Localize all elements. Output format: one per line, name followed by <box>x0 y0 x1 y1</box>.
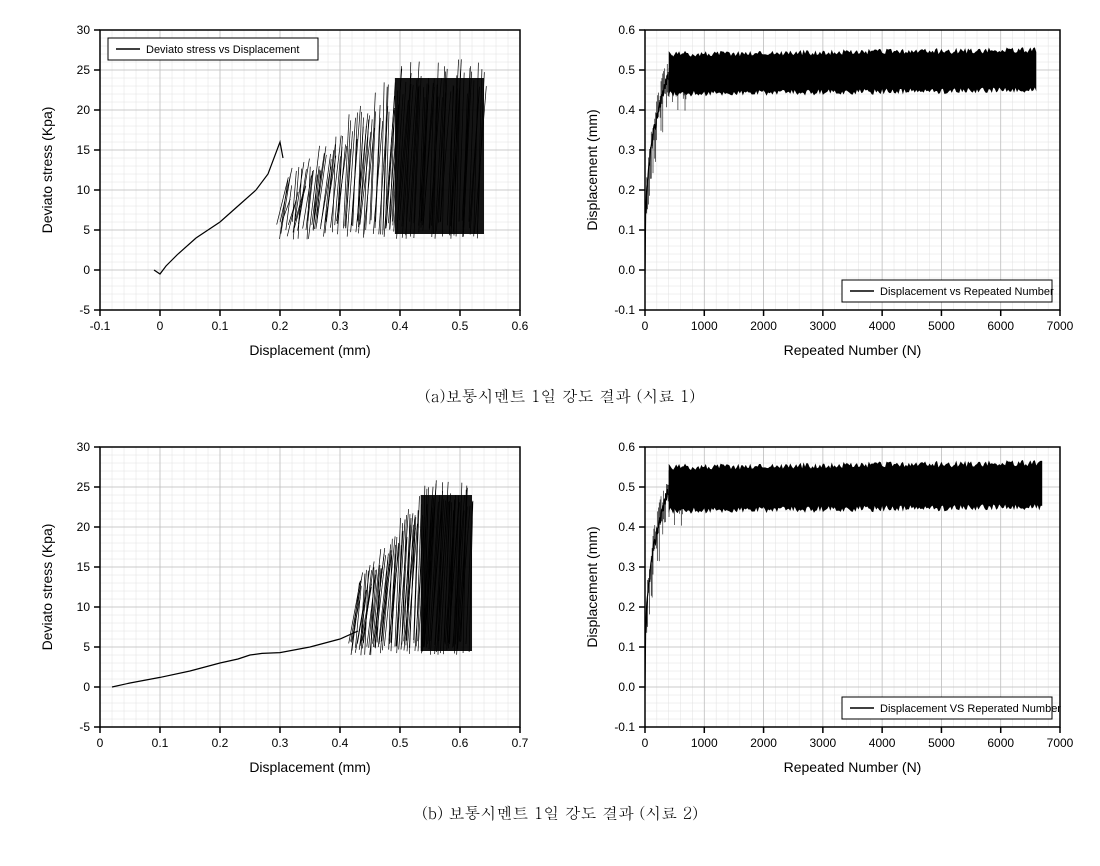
panel-a-left: -0.1 0 0.1 0.2 0.3 0.4 0.5 0.6 -5 0 5 10 15 20 25 30 Dis… <box>30 10 550 370</box>
svg-text:0.5: 0.5 <box>618 63 635 77</box>
svg-text:0.1: 0.1 <box>152 736 169 750</box>
svg-text:0.2: 0.2 <box>212 736 229 750</box>
svg-text:0.6: 0.6 <box>512 319 529 333</box>
svg-text:Repeated Number (N): Repeated Number (N) <box>784 342 922 358</box>
svg-text:0.3: 0.3 <box>618 560 635 574</box>
svg-text:10: 10 <box>77 600 91 614</box>
row-a: -0.1 0 0.1 0.2 0.3 0.4 0.5 0.6 -5 0 5 10 15 20 25 30 Dis… <box>10 10 1100 370</box>
svg-text:0.3: 0.3 <box>618 143 635 157</box>
svg-text:0.0: 0.0 <box>618 680 635 694</box>
svg-text:7000: 7000 <box>1047 319 1074 333</box>
svg-text:1000: 1000 <box>691 319 718 333</box>
svg-text:5000: 5000 <box>928 319 955 333</box>
svg-text:Displacement vs Repeated Numbe: Displacement vs Repeated Number <box>880 286 1054 298</box>
svg-text:4000: 4000 <box>869 736 896 750</box>
caption-a: (a)보통시멘트 1일 강도 결과 (시료 1) <box>10 384 1100 407</box>
svg-text:Displacement (mm): Displacement (mm) <box>249 342 370 358</box>
caption-b: (b) 보통시멘트 1일 강도 결과 (시료 2) <box>10 801 1100 824</box>
svg-text:0.7: 0.7 <box>512 736 529 750</box>
svg-text:10: 10 <box>77 183 91 197</box>
svg-text:0: 0 <box>83 680 90 694</box>
svg-text:0.2: 0.2 <box>618 183 635 197</box>
svg-text:5: 5 <box>83 640 90 654</box>
svg-text:Displacement (mm): Displacement (mm) <box>249 759 370 775</box>
svg-text:0.6: 0.6 <box>618 440 635 454</box>
svg-text:-0.1: -0.1 <box>614 303 635 317</box>
svg-text:0: 0 <box>642 319 649 333</box>
svg-text:-5: -5 <box>79 303 90 317</box>
svg-text:Deviato stress (Kpa): Deviato stress (Kpa) <box>39 107 55 234</box>
svg-text:0: 0 <box>157 319 164 333</box>
svg-text:0.3: 0.3 <box>332 319 349 333</box>
svg-text:3000: 3000 <box>810 736 837 750</box>
row-b: 0 0.1 0.2 0.3 0.4 0.5 0.6 0.7 -5 0 5 10 15 20 25 30 Disp… <box>10 427 1100 787</box>
svg-text:0.0: 0.0 <box>618 263 635 277</box>
svg-text:3000: 3000 <box>810 319 837 333</box>
svg-text:25: 25 <box>77 63 91 77</box>
figure-grid: -0.1 0 0.1 0.2 0.3 0.4 0.5 0.6 -5 0 5 10 15 20 25 30 Dis… <box>10 10 1100 836</box>
svg-text:4000: 4000 <box>869 319 896 333</box>
svg-text:20: 20 <box>77 520 91 534</box>
svg-text:25: 25 <box>77 480 91 494</box>
svg-text:0.4: 0.4 <box>392 319 409 333</box>
svg-text:0: 0 <box>97 736 104 750</box>
svg-text:0.1: 0.1 <box>212 319 229 333</box>
svg-text:-0.1: -0.1 <box>90 319 111 333</box>
svg-text:Deviato stress (Kpa): Deviato stress (Kpa) <box>39 524 55 651</box>
svg-text:Displacement (mm): Displacement (mm) <box>584 109 600 230</box>
svg-text:15: 15 <box>77 143 91 157</box>
svg-text:Deviato stress vs Displacement: Deviato stress vs Displacement <box>146 44 299 56</box>
svg-text:0.1: 0.1 <box>618 223 635 237</box>
svg-text:5: 5 <box>83 223 90 237</box>
svg-text:7000: 7000 <box>1047 736 1074 750</box>
svg-text:0.3: 0.3 <box>272 736 289 750</box>
panel-a-right: 0 1000 2000 3000 4000 5000 6000 7000 -0.1 0.0 0.1 0… <box>570 10 1090 370</box>
svg-text:-0.1: -0.1 <box>614 720 635 734</box>
svg-text:5000: 5000 <box>928 736 955 750</box>
svg-text:6000: 6000 <box>987 319 1014 333</box>
svg-text:0.6: 0.6 <box>452 736 469 750</box>
svg-text:6000: 6000 <box>987 736 1014 750</box>
svg-text:Repeated Number (N): Repeated Number (N) <box>784 759 922 775</box>
svg-text:0.4: 0.4 <box>618 103 635 117</box>
svg-text:Displacement (mm): Displacement (mm) <box>584 526 600 647</box>
svg-text:0: 0 <box>642 736 649 750</box>
svg-text:0.6: 0.6 <box>618 23 635 37</box>
svg-text:15: 15 <box>77 560 91 574</box>
svg-text:2000: 2000 <box>750 319 777 333</box>
svg-text:0.5: 0.5 <box>618 480 635 494</box>
svg-text:Displacement VS Reperated Numb: Displacement VS Reperated Number <box>880 703 1061 715</box>
svg-text:0.4: 0.4 <box>618 520 635 534</box>
svg-text:0.4: 0.4 <box>332 736 349 750</box>
svg-text:30: 30 <box>77 23 91 37</box>
svg-text:2000: 2000 <box>750 736 777 750</box>
panel-b-left: 0 0.1 0.2 0.3 0.4 0.5 0.6 0.7 -5 0 5 10 15 20 25 30 Disp… <box>30 427 550 787</box>
svg-text:0.1: 0.1 <box>618 640 635 654</box>
svg-text:0.5: 0.5 <box>452 319 469 333</box>
svg-text:-5: -5 <box>79 720 90 734</box>
svg-text:30: 30 <box>77 440 91 454</box>
svg-text:0.2: 0.2 <box>618 600 635 614</box>
svg-text:0: 0 <box>83 263 90 277</box>
svg-text:0.2: 0.2 <box>272 319 289 333</box>
panel-b-right: 0 1000 2000 3000 4000 5000 6000 7000 -0.1 0.0 0.1 0… <box>570 427 1090 787</box>
svg-text:1000: 1000 <box>691 736 718 750</box>
svg-text:0.5: 0.5 <box>392 736 409 750</box>
svg-text:20: 20 <box>77 103 91 117</box>
